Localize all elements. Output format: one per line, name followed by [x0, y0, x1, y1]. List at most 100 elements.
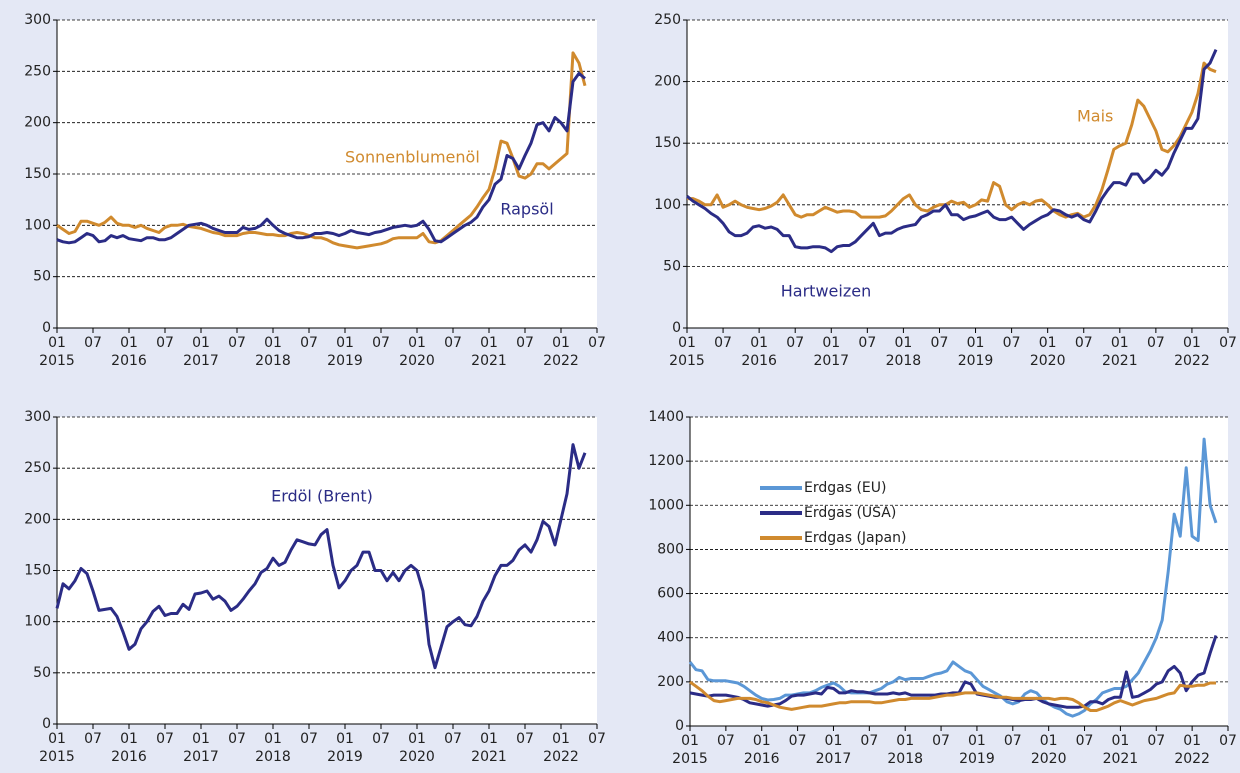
- x-tick-label: 07: [714, 335, 732, 351]
- x-tick-year: 2016: [111, 353, 147, 369]
- y-tick-label: 200: [24, 115, 51, 131]
- x-tick-label: 01: [552, 335, 570, 351]
- x-tick-label: 01: [896, 733, 914, 749]
- y-tick-label: 1000: [648, 497, 684, 513]
- x-tick-label: 07: [300, 731, 318, 747]
- line-series: [689, 680, 1216, 712]
- x-tick-year: 2022: [543, 353, 579, 369]
- x-tick-label: 01: [822, 335, 840, 351]
- x-tick-label: 01: [1111, 335, 1129, 351]
- x-tick-label: 01: [681, 733, 699, 749]
- y-tick-label: 150: [654, 135, 681, 151]
- x-tick-year: 2018: [255, 749, 291, 765]
- x-tick-label: 07: [717, 733, 735, 749]
- y-tick-label: 50: [33, 665, 51, 681]
- x-tick-label: 07: [372, 335, 390, 351]
- x-tick-label: 07: [156, 731, 174, 747]
- x-tick-label: 07: [1004, 733, 1022, 749]
- x-tick-label: 01: [480, 731, 498, 747]
- x-tick-label: 01: [894, 335, 912, 351]
- x-tick-year: 2020: [1030, 353, 1066, 369]
- x-tick-label: 01: [120, 335, 138, 351]
- x-tick-year: 2020: [399, 749, 435, 765]
- plot-area: [690, 417, 1228, 726]
- x-tick-label: 07: [516, 731, 534, 747]
- x-tick-year: 2019: [959, 751, 995, 767]
- y-tick-label: 1200: [648, 453, 684, 469]
- x-tick-label: 07: [444, 731, 462, 747]
- x-tick-year: 2018: [255, 353, 291, 369]
- x-tick-label: 07: [228, 335, 246, 351]
- y-tick-label: 200: [654, 74, 681, 90]
- x-tick-label: 07: [1075, 335, 1093, 351]
- x-tick-label: 01: [753, 733, 771, 749]
- x-tick-label: 07: [1003, 335, 1021, 351]
- x-tick-label: 01: [750, 335, 768, 351]
- x-tick-year: 2021: [471, 353, 507, 369]
- x-tick-label: 07: [444, 335, 462, 351]
- x-tick-year: 2021: [471, 749, 507, 765]
- x-tick-label: 07: [588, 335, 606, 351]
- x-tick-label: 01: [552, 731, 570, 747]
- x-tick-label: 01: [192, 335, 210, 351]
- x-tick-label: 01: [336, 335, 354, 351]
- x-tick-label: 01: [120, 731, 138, 747]
- x-tick-year: 2015: [39, 749, 75, 765]
- legend-label: Erdgas (Japan): [804, 530, 906, 546]
- x-tick-year: 2018: [887, 751, 923, 767]
- line-series: [56, 71, 586, 245]
- x-tick-label: 07: [931, 335, 949, 351]
- x-tick-label: 01: [1040, 733, 1058, 749]
- x-tick-label: 01: [480, 335, 498, 351]
- x-tick-label: 07: [789, 733, 807, 749]
- x-tick-label: 07: [932, 733, 950, 749]
- x-tick-label: 01: [967, 335, 985, 351]
- x-tick-label: 07: [372, 731, 390, 747]
- x-tick-label: 07: [858, 335, 876, 351]
- x-tick-year: 2022: [543, 749, 579, 765]
- x-tick-year: 2022: [1174, 751, 1210, 767]
- series-label: Sonnenblumenöl: [345, 148, 480, 167]
- y-tick-label: 600: [657, 586, 684, 602]
- x-tick-year: 2015: [672, 751, 708, 767]
- x-tick-label: 01: [1183, 335, 1201, 351]
- line-series: [689, 635, 1218, 709]
- x-tick-label: 01: [48, 731, 66, 747]
- x-tick-label: 07: [786, 335, 804, 351]
- y-tick-label: 100: [654, 197, 681, 213]
- x-tick-year: 2021: [1103, 751, 1139, 767]
- plot-area: [687, 20, 1228, 328]
- line-series: [55, 443, 587, 670]
- x-tick-year: 2021: [1102, 353, 1138, 369]
- x-tick-label: 01: [408, 335, 426, 351]
- x-tick-label: 01: [1183, 733, 1201, 749]
- x-tick-label: 01: [968, 733, 986, 749]
- y-tick-label: 0: [42, 320, 51, 336]
- x-tick-label: 01: [825, 733, 843, 749]
- y-tick-label: 150: [24, 166, 51, 182]
- y-tick-label: 250: [24, 63, 51, 79]
- y-tick-label: 0: [675, 718, 684, 734]
- x-tick-label: 07: [228, 731, 246, 747]
- x-tick-label: 07: [1219, 335, 1237, 351]
- x-tick-label: 01: [1111, 733, 1129, 749]
- x-tick-year: 2019: [958, 353, 994, 369]
- series-label: Hartweizen: [781, 282, 871, 301]
- x-tick-year: 2017: [183, 749, 219, 765]
- series-label: Mais: [1077, 107, 1113, 126]
- series-label: Erdöl (Brent): [271, 487, 373, 506]
- x-tick-year: 2019: [327, 353, 363, 369]
- x-tick-label: 01: [264, 335, 282, 351]
- x-tick-year: 2017: [816, 751, 852, 767]
- x-tick-year: 2015: [669, 353, 705, 369]
- x-tick-label: 07: [860, 733, 878, 749]
- x-tick-year: 2015: [39, 353, 75, 369]
- y-tick-label: 250: [24, 460, 51, 476]
- x-tick-label: 07: [588, 731, 606, 747]
- legend-label: Erdgas (USA): [804, 505, 896, 521]
- series-label: Rapsöl: [500, 200, 553, 219]
- x-tick-label: 01: [678, 335, 696, 351]
- y-tick-label: 0: [42, 716, 51, 732]
- y-tick-label: 100: [24, 217, 51, 233]
